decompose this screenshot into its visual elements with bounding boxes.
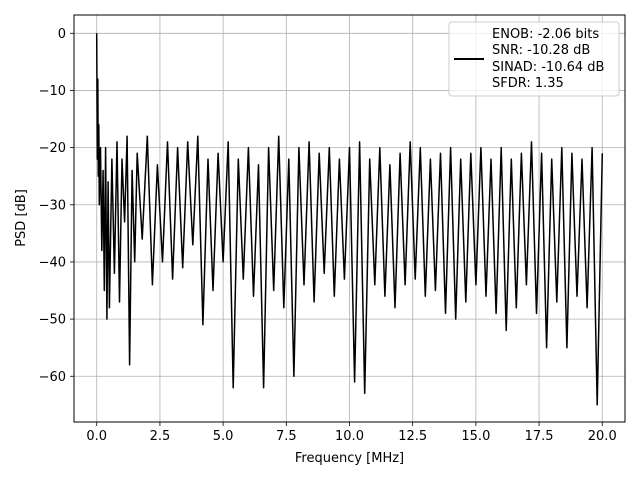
legend-entry: SINAD: -10.64 dB <box>492 60 604 75</box>
x-tick-label: 20.0 <box>588 429 617 444</box>
plot-frame <box>73 14 626 423</box>
y-tick-label: −10 <box>39 84 66 99</box>
y-tick-label: 0 <box>58 27 66 42</box>
x-tick-label: 17.5 <box>525 429 554 444</box>
y-tick-label: −60 <box>39 370 66 385</box>
y-tick-label: −40 <box>39 255 66 270</box>
x-tick-label: 10.0 <box>335 429 364 444</box>
axis-ticks: 0.0 2.5 5.0 7.5 10.0 12.5 15.0 17.5 20.0 0 −10 −20 −… <box>39 27 617 444</box>
legend-box <box>448 21 620 97</box>
x-tick-label: 2.5 <box>150 429 171 444</box>
legend: ENOB: -2.06 bits SNR: -10.28 dB SINAD: -… <box>448 21 620 97</box>
psd-series-line <box>95 33 604 406</box>
legend-entry: ENOB: -2.06 bits <box>492 27 599 42</box>
legend-entry: SFDR: 1.35 <box>492 76 564 91</box>
x-tick-label: 0.0 <box>86 429 107 444</box>
y-tick-label: −50 <box>39 313 66 328</box>
x-axis-label: Frequency [MHz] <box>295 451 404 466</box>
x-tick-label: 5.0 <box>213 429 234 444</box>
y-tick-label: −20 <box>39 141 66 156</box>
series-layer <box>95 33 604 406</box>
x-tick-label: 15.0 <box>461 429 490 444</box>
y-tick-label: −30 <box>39 198 66 213</box>
y-axis-label: PSD [dB] <box>14 189 29 247</box>
legend-entry: SNR: -10.28 dB <box>492 43 590 58</box>
x-tick-label: 12.5 <box>398 429 427 444</box>
x-tick-label: 7.5 <box>276 429 297 444</box>
